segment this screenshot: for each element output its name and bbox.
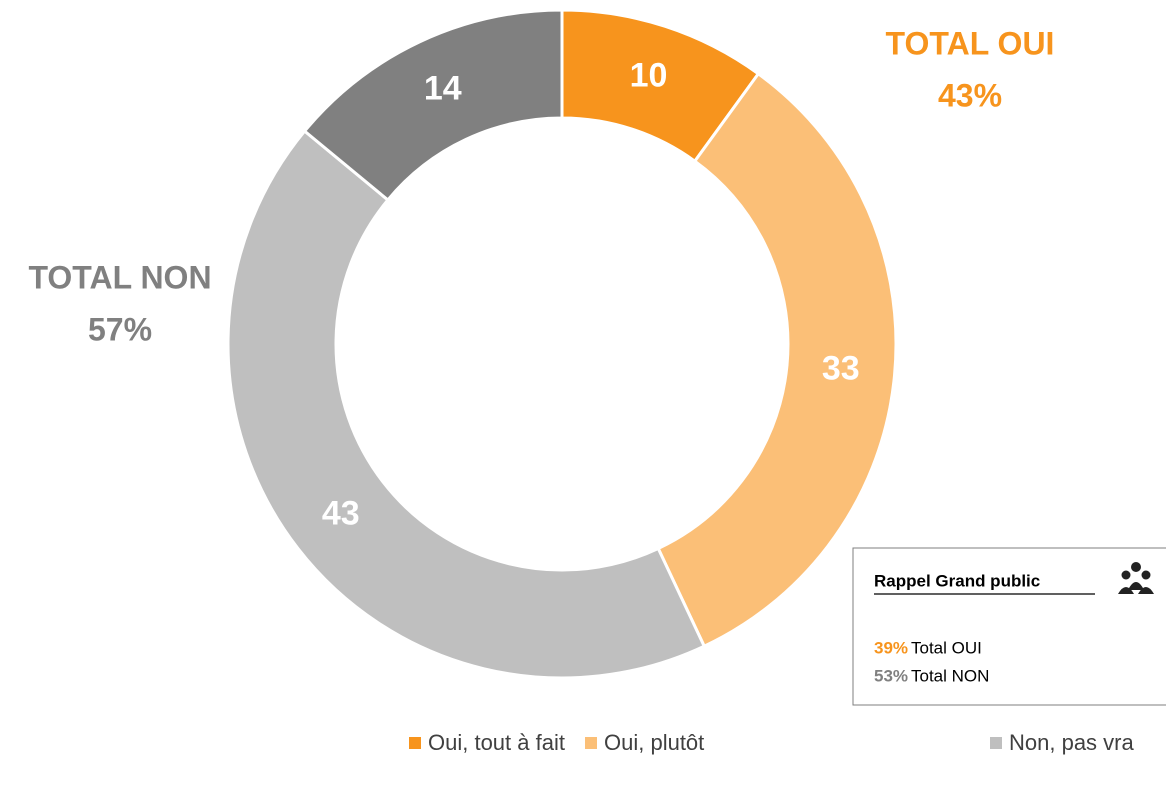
donut-slice bbox=[656, 71, 898, 649]
legend-label: Oui, tout à fait bbox=[428, 730, 565, 755]
legend-label: Oui, plutôt bbox=[604, 730, 704, 755]
reminder-value: 53% bbox=[874, 666, 908, 685]
total-label: TOTAL NON bbox=[28, 259, 211, 295]
legend-label: Non, pas vra bbox=[1009, 730, 1134, 755]
data-label: 10 bbox=[630, 57, 668, 95]
legend-swatch bbox=[409, 737, 421, 749]
total-label: TOTAL OUI bbox=[886, 25, 1055, 61]
legend-swatch bbox=[990, 737, 1002, 749]
reminder-text: Total OUI bbox=[911, 638, 982, 657]
donut-slice bbox=[302, 8, 564, 203]
reminder-value: 39% bbox=[874, 638, 908, 657]
reminder-text: Total NON bbox=[911, 666, 989, 685]
data-label: 33 bbox=[822, 349, 860, 387]
total-value: 57% bbox=[88, 311, 152, 347]
legend-swatch bbox=[585, 737, 597, 749]
reminder-box bbox=[852, 547, 1166, 706]
total-value: 43% bbox=[938, 77, 1002, 113]
people-icon bbox=[1118, 562, 1154, 594]
reminder-title: Rappel Grand public bbox=[874, 571, 1040, 590]
data-label: 14 bbox=[424, 70, 462, 108]
data-label: 43 bbox=[322, 495, 360, 533]
donut-slice bbox=[226, 128, 707, 680]
